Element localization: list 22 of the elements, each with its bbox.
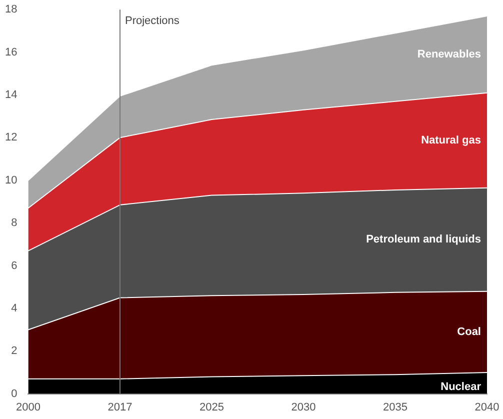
y-tick-label: 16: [4, 46, 18, 58]
y-tick-label: 6: [11, 260, 18, 272]
y-tick-label: 0: [11, 388, 18, 400]
y-tick-label: 12: [4, 132, 18, 144]
series-label: Nuclear: [440, 381, 482, 394]
x-tick-label: 2030: [291, 401, 316, 414]
y-tick-label: 18: [4, 4, 18, 16]
x-tick-label: 2025: [200, 401, 224, 414]
x-tick-label: 2017: [108, 401, 132, 414]
series-label: Natural gas: [421, 134, 481, 146]
ref-line-label: Projections: [124, 15, 180, 28]
series-label: Renewables: [417, 48, 481, 60]
x-tick-label: 2040: [474, 401, 500, 414]
y-tick-label: 14: [4, 89, 18, 102]
y-tick-label: 4: [11, 302, 18, 314]
y-tick-label: 10: [4, 174, 18, 186]
series-label: Petroleum and liquids: [366, 234, 481, 246]
y-tick-label: 2: [11, 345, 18, 358]
x-tick-label: 2035: [383, 401, 408, 414]
x-tick-label: 2000: [16, 401, 40, 414]
y-tick-label: 8: [11, 217, 18, 230]
series-label: Coal: [457, 326, 481, 338]
